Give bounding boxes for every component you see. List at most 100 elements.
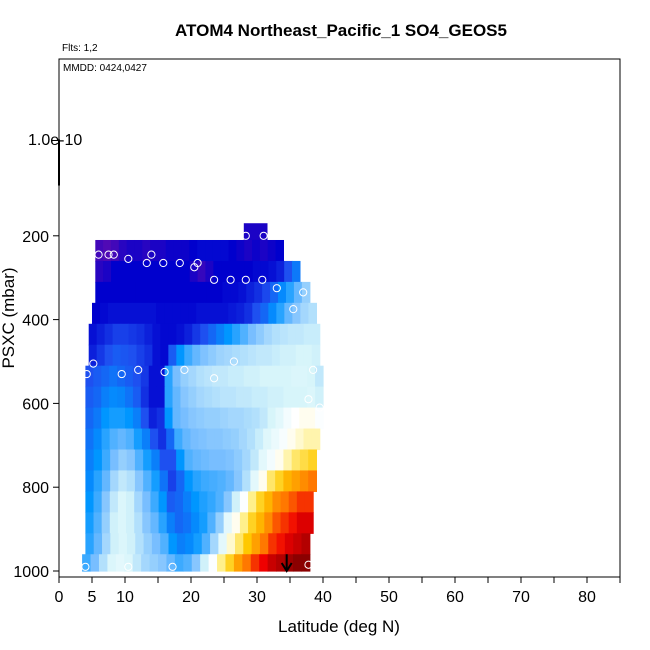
heatmap-cell <box>176 344 185 367</box>
heatmap-cell <box>118 533 128 555</box>
heatmap-cell <box>126 533 136 555</box>
heatmap-cell <box>140 365 150 388</box>
heatmap-cell <box>93 512 103 534</box>
heatmap-cell <box>200 470 210 492</box>
heatmap-cell <box>299 407 308 430</box>
heatmap-cell <box>136 344 146 367</box>
heatmap-cell <box>271 428 280 451</box>
heatmap-cell <box>125 386 134 409</box>
heatmap-cell <box>288 491 298 513</box>
heatmap-cell <box>101 512 111 534</box>
x-tick-label: 10 <box>116 589 134 606</box>
heatmap-cell <box>101 470 111 492</box>
heatmap-cell <box>190 281 200 304</box>
heatmap-cell <box>288 512 298 534</box>
heatmap-cell <box>204 302 213 325</box>
heatmap-cell <box>217 449 227 472</box>
heatmap-cell <box>196 386 205 409</box>
x-tick-label: 0 <box>55 589 64 606</box>
heatmap-cell <box>160 344 169 367</box>
heatmap-cell <box>283 470 293 492</box>
heatmap-cell <box>93 470 103 492</box>
heatmap-cell <box>104 323 114 346</box>
y-axis: 200 400 600 800 1000 <box>13 229 59 581</box>
heatmap-cell <box>291 407 300 430</box>
heatmap-cell <box>104 344 114 367</box>
heatmap-cell <box>227 407 237 430</box>
heatmap-cell <box>134 491 143 513</box>
heatmap-cell <box>251 533 261 555</box>
heatmap-cell <box>311 344 321 367</box>
heatmap-cell <box>150 491 160 513</box>
heatmap-cell <box>207 512 217 534</box>
heatmap-cell <box>246 428 256 451</box>
heatmap-cell <box>173 239 183 262</box>
data-point <box>299 288 308 297</box>
heatmap-cell <box>134 470 144 492</box>
heatmap-cell <box>184 470 194 492</box>
heatmap-cell <box>226 533 236 555</box>
heatmap-cell <box>225 554 235 572</box>
heatmap-cell <box>188 386 197 409</box>
heatmap-cell <box>158 554 168 572</box>
heatmap-cell <box>267 386 277 409</box>
heatmap-cell <box>148 365 158 388</box>
heatmap-cell <box>159 470 169 492</box>
heatmap-cell <box>196 365 205 388</box>
heatmap-cell <box>158 428 167 451</box>
heatmap-cell <box>174 554 184 572</box>
data-point <box>124 562 133 571</box>
heatmap-cell <box>272 512 282 534</box>
heatmap-cell <box>85 512 95 534</box>
heatmap-cell <box>136 323 146 346</box>
heatmap-cell <box>291 386 300 409</box>
heatmap-cell <box>307 407 316 430</box>
heatmap-cell <box>164 365 174 388</box>
heatmap-cell <box>118 470 128 492</box>
heatmap-cell <box>168 323 177 346</box>
heatmap-cell <box>184 323 193 346</box>
heatmap-cell <box>181 260 191 283</box>
heatmap-cell <box>109 365 118 388</box>
heatmap-cell <box>264 512 274 534</box>
heatmap-cell <box>213 260 222 283</box>
heatmap-cell <box>260 302 269 325</box>
heatmap-cell <box>242 470 251 492</box>
heatmap-cell <box>181 239 190 262</box>
heatmap-cell <box>126 470 136 492</box>
heatmap-cell <box>124 302 133 325</box>
heatmap-cell <box>168 533 178 555</box>
heatmap-cell <box>132 407 142 430</box>
heatmap-cell <box>262 281 271 304</box>
heatmap-cell <box>299 386 308 409</box>
heatmap-cell <box>173 260 183 283</box>
heatmap-cell <box>183 554 193 572</box>
heatmap-cell <box>102 533 111 555</box>
heatmap-cell <box>150 428 159 451</box>
heatmap-cell <box>263 428 272 451</box>
heatmap-cell <box>307 365 316 388</box>
x-tick-label: 40 <box>314 589 332 606</box>
heatmap-cell <box>144 323 154 346</box>
heatmap-cell <box>96 323 106 346</box>
heatmap-cell <box>111 260 120 283</box>
heatmap-cell <box>276 554 286 572</box>
heatmap-cell <box>270 281 279 304</box>
heatmap-cell <box>109 407 118 430</box>
heatmap-cell <box>275 239 284 262</box>
heatmap-cell <box>248 323 257 346</box>
heatmap-cell <box>180 365 189 388</box>
heatmap-cell <box>112 344 122 367</box>
heatmap-cell <box>220 239 230 262</box>
data-point <box>272 284 281 293</box>
heatmap-cell <box>255 344 265 367</box>
heatmap-cell <box>215 491 225 513</box>
heatmap-cell <box>228 302 237 325</box>
heatmap-cell <box>168 344 177 367</box>
heatmap-cell <box>278 281 287 304</box>
heatmap-cell <box>242 449 251 472</box>
heatmap-cell <box>232 323 241 346</box>
heatmap-cell <box>182 512 192 534</box>
heatmap-cell <box>284 260 293 283</box>
heatmap-cell <box>172 302 181 325</box>
